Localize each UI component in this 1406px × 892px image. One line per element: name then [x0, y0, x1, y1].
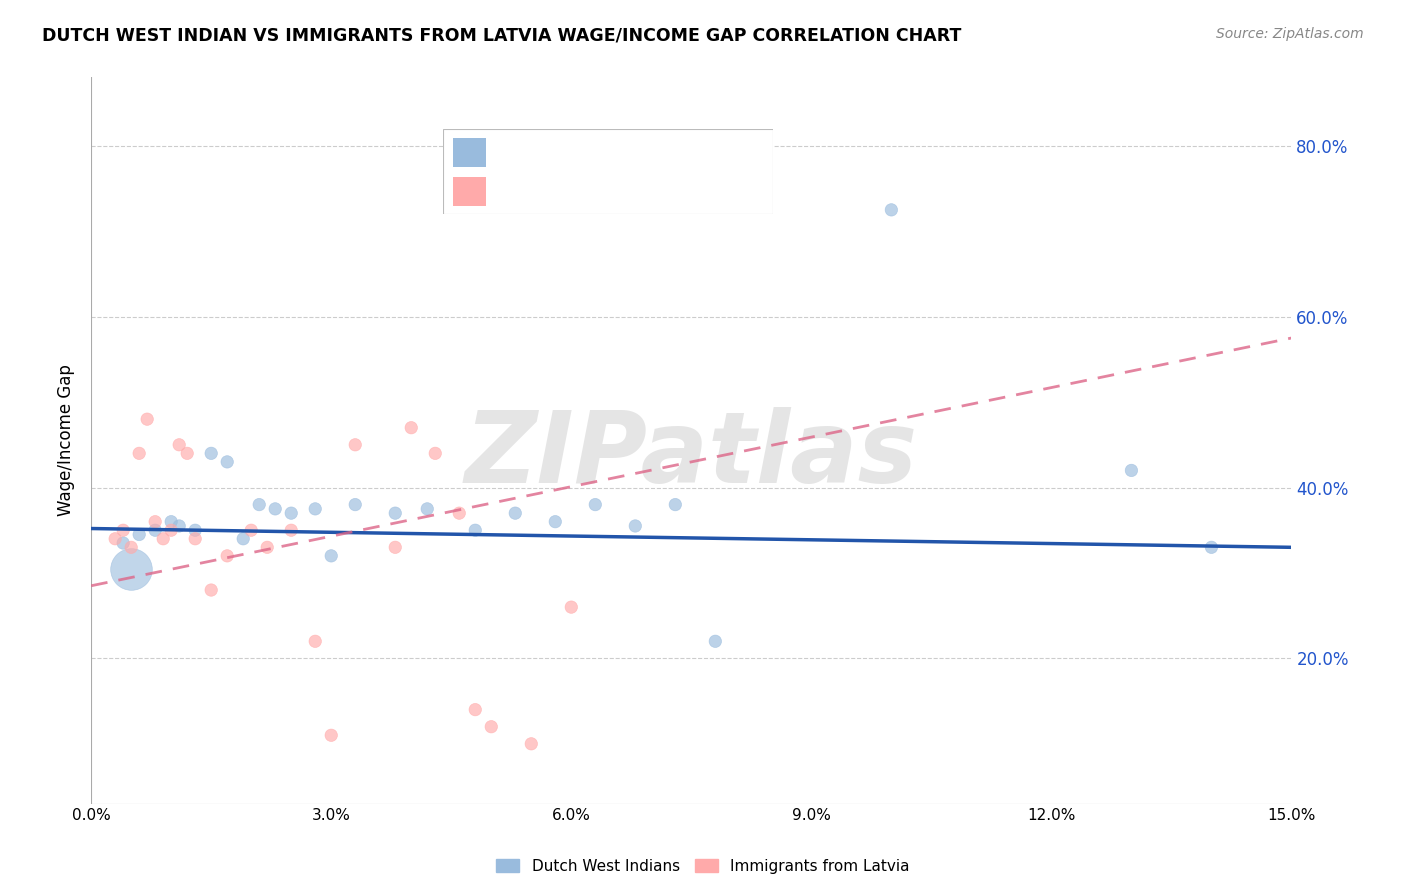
Point: [464, 523, 486, 537]
Point: [247, 498, 270, 512]
Point: [112, 523, 135, 537]
Point: [520, 737, 543, 751]
Text: ZIPatlas: ZIPatlas: [465, 407, 918, 504]
Point: [217, 455, 239, 469]
Point: [1121, 463, 1143, 477]
Point: [167, 438, 190, 452]
Point: [1201, 541, 1223, 555]
Point: [240, 523, 263, 537]
Point: [167, 519, 190, 533]
Point: [624, 519, 647, 533]
Point: [503, 506, 526, 520]
Point: [321, 549, 343, 563]
Point: [200, 582, 222, 597]
Point: [160, 515, 183, 529]
Point: [160, 523, 183, 537]
Point: [136, 412, 159, 426]
Point: [304, 501, 326, 516]
Point: [384, 541, 406, 555]
Point: [479, 720, 502, 734]
Point: [560, 600, 582, 615]
Y-axis label: Wage/Income Gap: Wage/Income Gap: [58, 365, 75, 516]
Point: [264, 501, 287, 516]
Point: [112, 536, 135, 550]
Point: [128, 527, 150, 541]
Point: [880, 202, 903, 217]
Point: [583, 498, 606, 512]
Point: [143, 523, 166, 537]
Point: [152, 532, 174, 546]
Point: [120, 541, 142, 555]
Text: N =: N =: [614, 144, 662, 161]
Point: [304, 634, 326, 648]
Text: R =: R =: [499, 182, 536, 200]
Text: DUTCH WEST INDIAN VS IMMIGRANTS FROM LATVIA WAGE/INCOME GAP CORRELATION CHART: DUTCH WEST INDIAN VS IMMIGRANTS FROM LAT…: [42, 27, 962, 45]
Point: [280, 523, 302, 537]
FancyBboxPatch shape: [453, 177, 486, 206]
Point: [704, 634, 727, 648]
Point: [184, 523, 207, 537]
Point: [200, 446, 222, 460]
Point: [664, 498, 686, 512]
Point: [104, 532, 127, 546]
Text: R =: R =: [499, 144, 536, 161]
Point: [176, 446, 198, 460]
Point: [544, 515, 567, 529]
Point: [344, 438, 367, 452]
Point: [120, 562, 142, 576]
Point: [399, 421, 422, 435]
Point: [143, 515, 166, 529]
Point: [344, 498, 367, 512]
Text: 27: 27: [668, 182, 690, 200]
Text: Source: ZipAtlas.com: Source: ZipAtlas.com: [1216, 27, 1364, 41]
Point: [232, 532, 254, 546]
Text: -0.088: -0.088: [536, 144, 595, 161]
Text: 27: 27: [668, 144, 690, 161]
Point: [464, 703, 486, 717]
FancyBboxPatch shape: [443, 129, 773, 214]
Point: [425, 446, 447, 460]
Point: [256, 541, 278, 555]
Legend: Dutch West Indians, Immigrants from Latvia: Dutch West Indians, Immigrants from Latv…: [491, 853, 915, 880]
Point: [321, 728, 343, 742]
Point: [184, 532, 207, 546]
Text: 0.164: 0.164: [536, 182, 599, 200]
Point: [384, 506, 406, 520]
FancyBboxPatch shape: [453, 138, 486, 167]
Point: [449, 506, 471, 520]
Text: N =: N =: [614, 182, 662, 200]
Point: [217, 549, 239, 563]
Point: [416, 501, 439, 516]
Point: [280, 506, 302, 520]
Point: [128, 446, 150, 460]
